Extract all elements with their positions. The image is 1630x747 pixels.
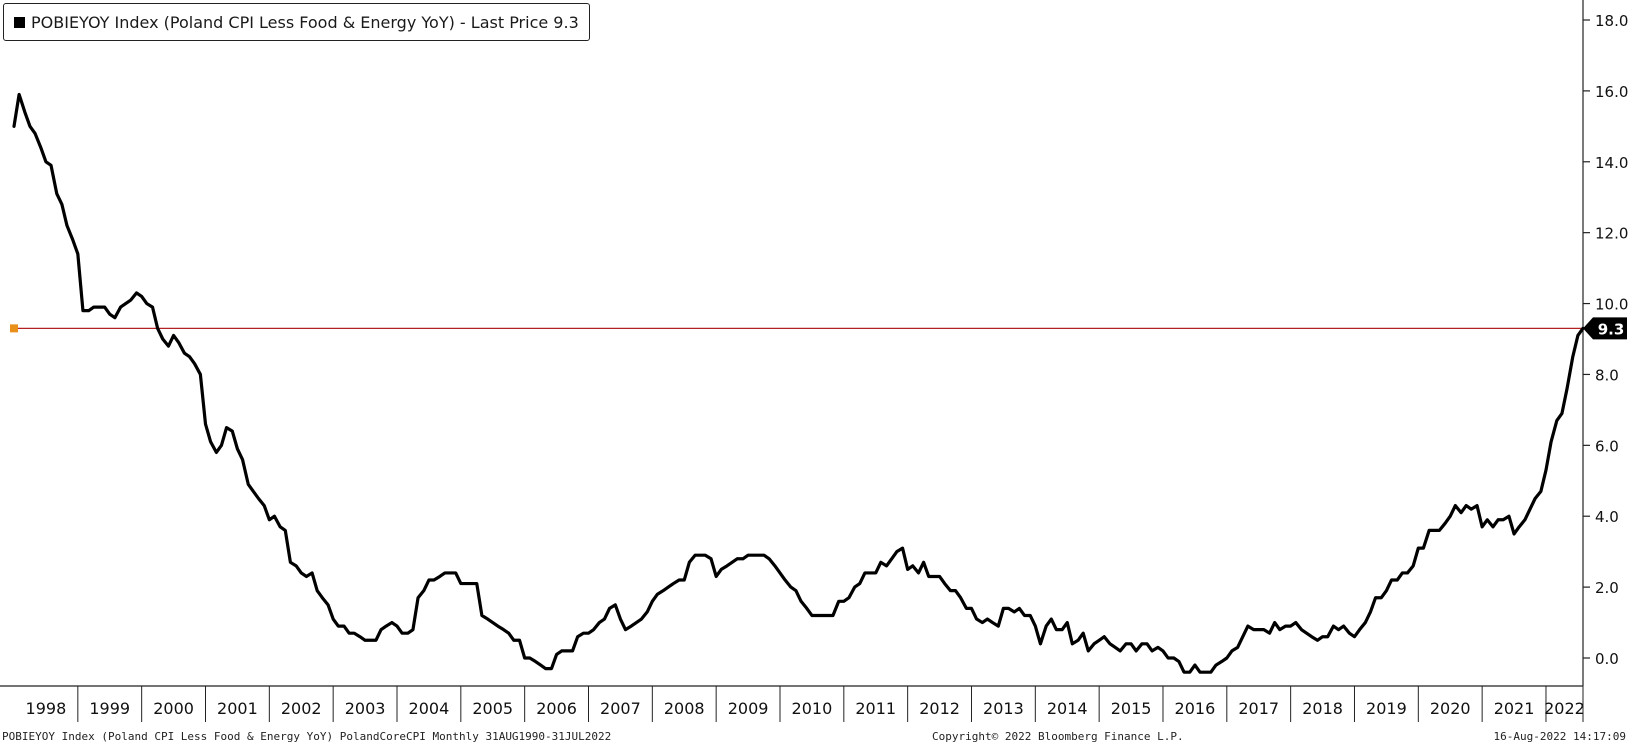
y-tick-label: 0.0	[1595, 650, 1619, 668]
x-axis: 1998 1999 2000 2001 2002 2003 2004 2005 2006 2007…	[26, 686, 1585, 722]
x-tick-label: 2018	[1302, 699, 1343, 718]
y-tick-label: 18.0	[1595, 12, 1628, 30]
x-tick-label: 2020	[1430, 699, 1471, 718]
y-tick-label: 12.0	[1595, 225, 1628, 243]
x-tick-label: 2014	[1047, 699, 1088, 718]
y-tick-label: 8.0	[1595, 366, 1619, 384]
x-tick-label: 2008	[664, 699, 705, 718]
x-tick-label: 2012	[919, 699, 960, 718]
footer-timestamp: 16-Aug-2022 14:17:09	[1493, 730, 1626, 743]
x-tick-label: 1998	[26, 699, 67, 718]
last-price-badge	[1583, 317, 1627, 340]
x-tick-label: 2002	[281, 699, 322, 718]
y-tick-label: 4.0	[1595, 508, 1619, 526]
x-tick-label: 2022	[1544, 699, 1585, 718]
series-layer	[12, 92, 1585, 674]
x-tick-label: 2007	[600, 699, 641, 718]
y-axis: 0.0 2.0 4.0 6.0 8.0 10.0 12.0 14.0 16.0 18.0	[1583, 12, 1628, 668]
x-tick-label: 2005	[472, 699, 513, 718]
footer-description: POBIEYOY Index (Poland CPI Less Food & E…	[2, 730, 612, 743]
footer-copyright: Copyright© 2022 Bloomberg Finance L.P.	[932, 730, 1184, 743]
legend-text: POBIEYOY Index (Poland CPI Less Food & E…	[31, 12, 579, 32]
x-tick-label: 2000	[153, 699, 194, 718]
x-tick-label: 2006	[536, 699, 577, 718]
y-tick-label: 10.0	[1595, 296, 1628, 314]
x-tick-label: 2011	[855, 699, 896, 718]
x-tick-label: 2010	[792, 699, 833, 718]
y-tick-label: 14.0	[1595, 154, 1628, 172]
x-tick-label: 2001	[217, 699, 258, 718]
x-tick-label: 2016	[1175, 699, 1216, 718]
x-tick-label: 1999	[89, 699, 130, 718]
chart-frame	[0, 0, 1584, 687]
x-tick-label: 2013	[983, 699, 1024, 718]
x-tick-label: 2009	[728, 699, 769, 718]
last-price-marker	[10, 324, 18, 333]
y-tick-label: 16.0	[1595, 83, 1628, 101]
y-tick-label: 6.0	[1595, 437, 1619, 455]
last-price-label: 9.3	[1598, 320, 1625, 338]
y-tick-label: 2.0	[1595, 579, 1619, 597]
x-tick-label: 2003	[345, 699, 386, 718]
x-tick-label: 2004	[409, 699, 450, 718]
last-price-layer: 9.3	[10, 317, 1627, 340]
x-tick-label: 2019	[1366, 699, 1407, 718]
series-line	[12, 92, 1585, 674]
legend-swatch-icon	[14, 16, 25, 28]
legend: POBIEYOY Index (Poland CPI Less Food & E…	[3, 3, 590, 41]
x-tick-label: 2015	[1111, 699, 1152, 718]
x-tick-label: 2021	[1494, 699, 1535, 718]
x-tick-label: 2017	[1238, 699, 1279, 718]
